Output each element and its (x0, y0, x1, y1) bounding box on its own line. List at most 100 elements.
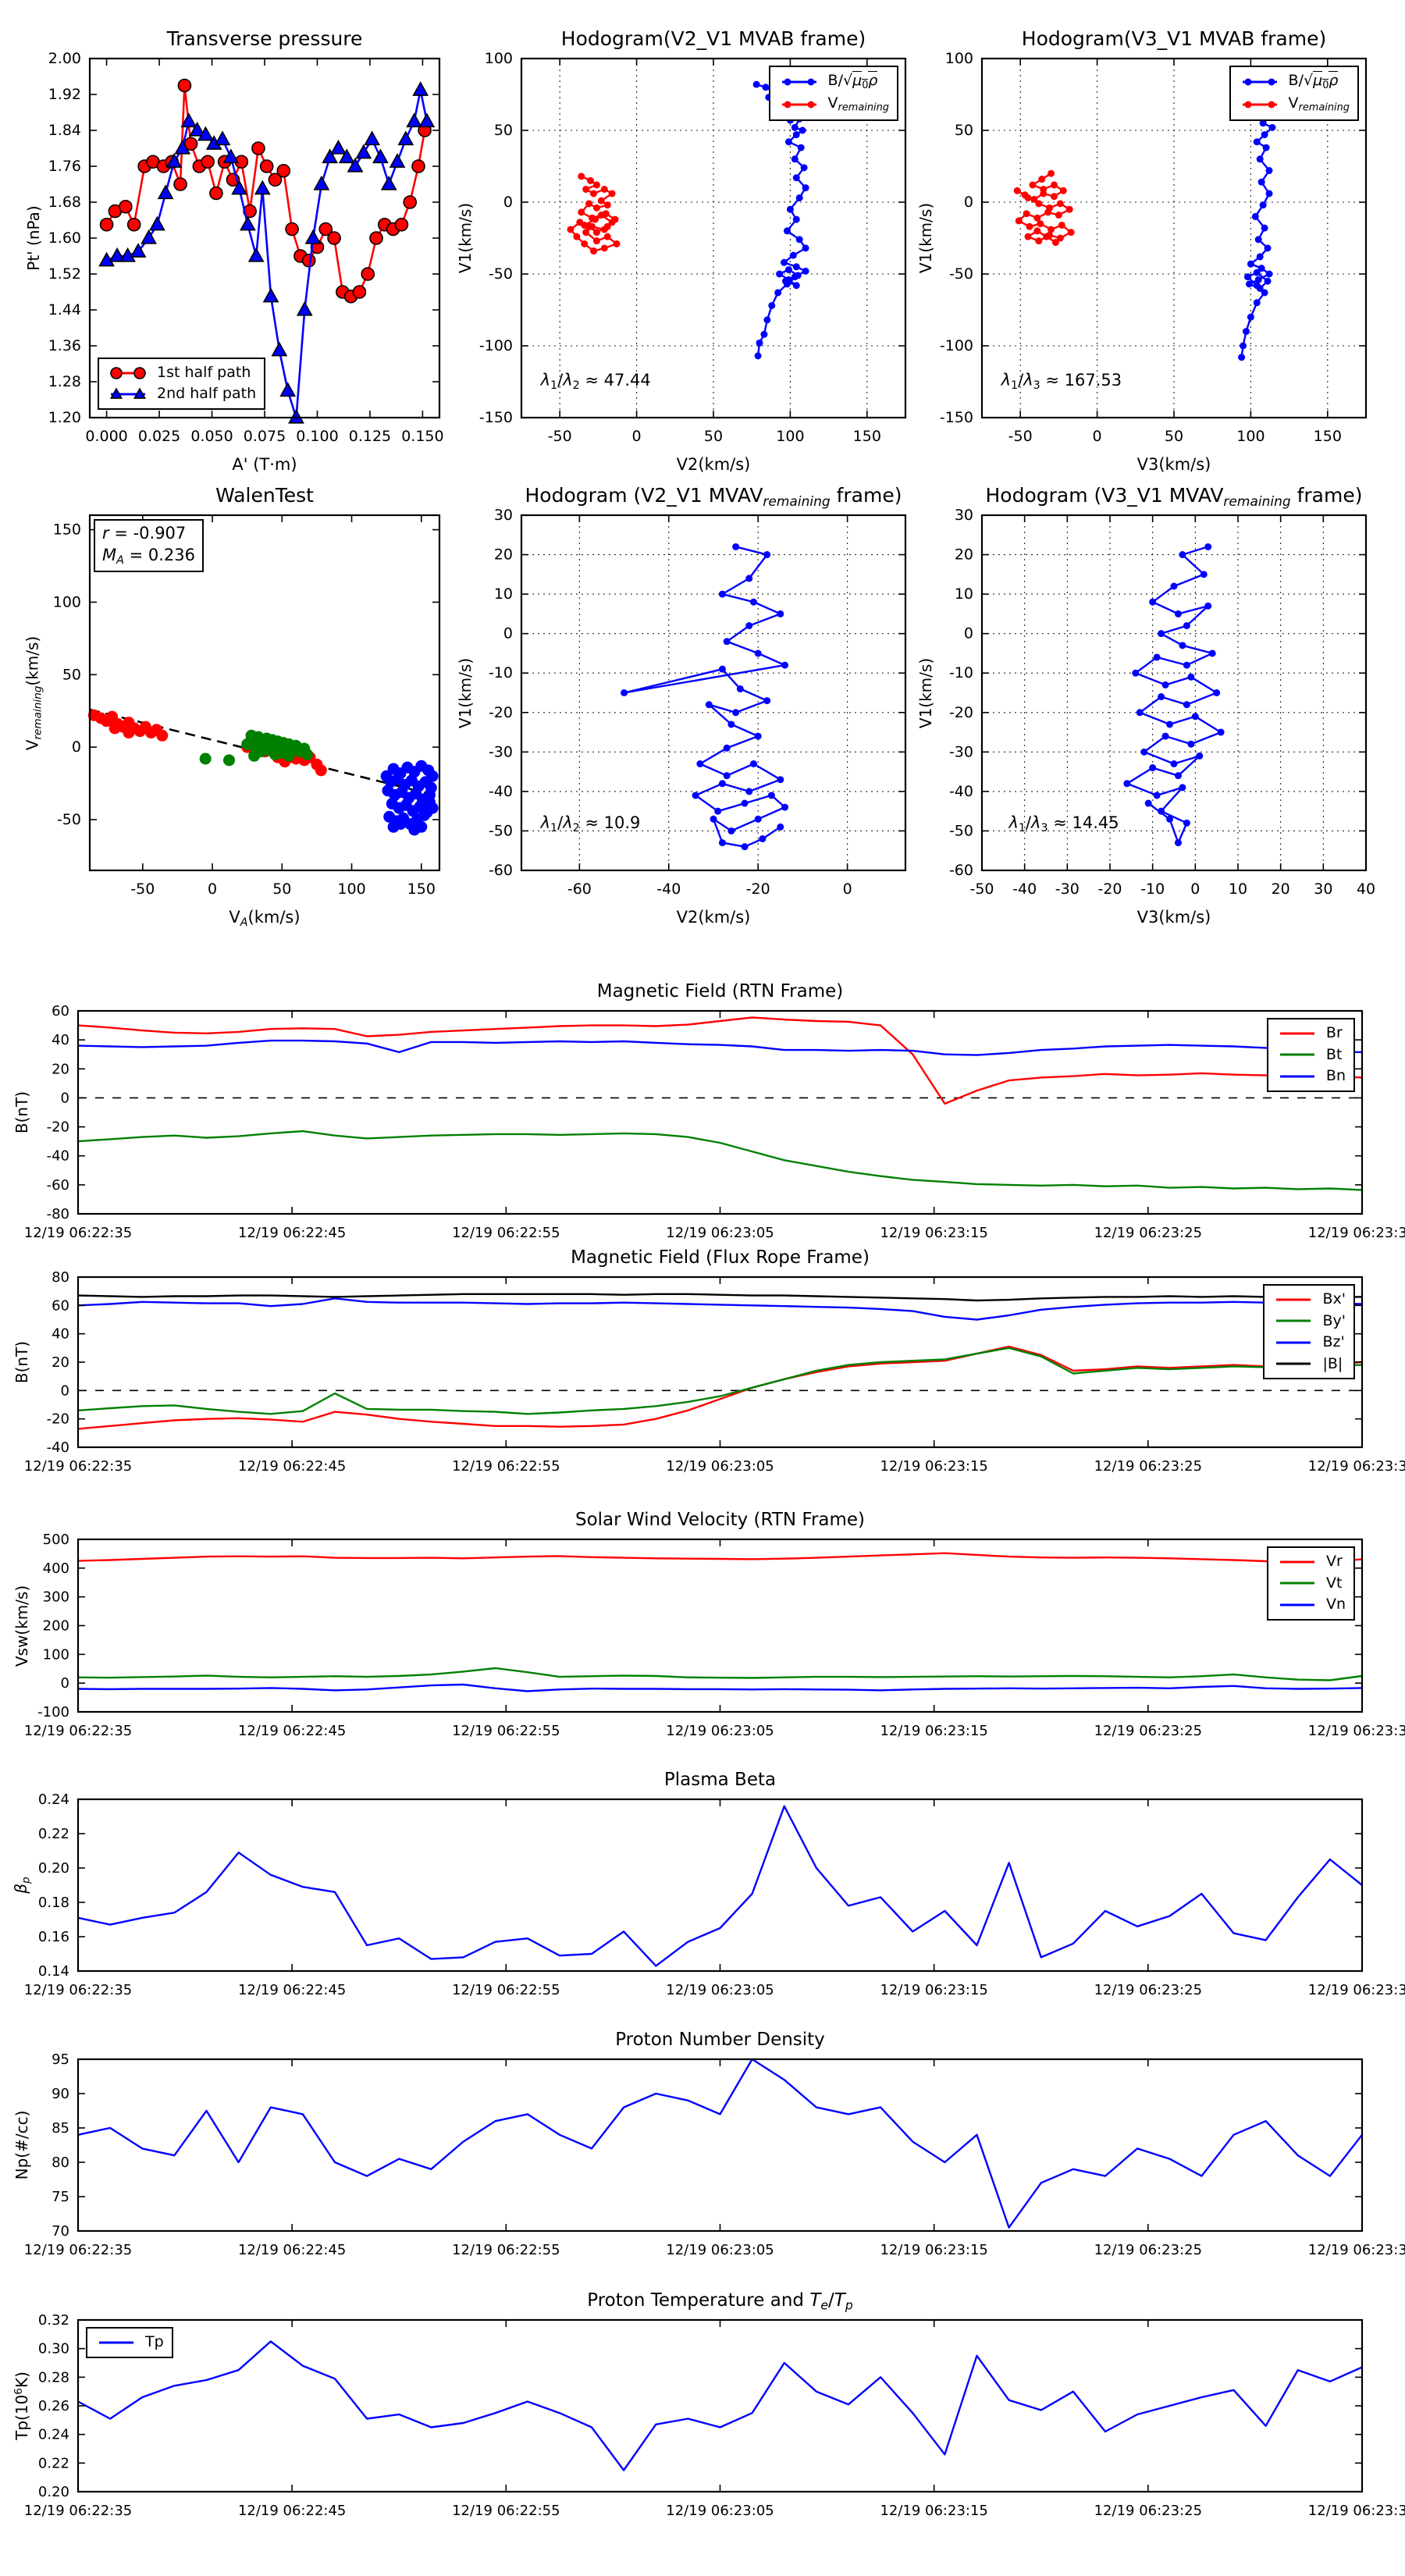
y-tick-label: 50 (494, 122, 513, 139)
y-tick-label: 0 (61, 1675, 69, 1692)
legend-sample-line (1276, 1298, 1311, 1301)
y-axis-label-transverse-pressure: Pt' (nPa) (24, 205, 43, 271)
y-tick-label: 75 (52, 2189, 69, 2205)
x-tick-label: 12/19 06:23:25 (1094, 1723, 1202, 1739)
y-tick-label: 0 (503, 625, 513, 642)
legend-item: Br (1276, 1023, 1346, 1044)
y-tick-label: 1.76 (48, 158, 81, 175)
x-tick-label: 12/19 06:22:55 (452, 1723, 560, 1739)
x-tick-label: 0 (632, 428, 642, 445)
x-tick-label: 12/19 06:23:05 (666, 1723, 774, 1739)
x-tick-label: 0 (843, 881, 852, 898)
x-tick-label: 0.100 (296, 428, 338, 445)
legend-sample-line (99, 2341, 133, 2344)
y-tick-label: 1.20 (48, 409, 81, 426)
x-tick-label: 12/19 06:22:45 (238, 1723, 346, 1739)
x-tick-label: 12/19 06:22:45 (238, 1458, 346, 1475)
y-tick-label: -40 (47, 1148, 69, 1165)
panel-hodogram-v2v1-mvav-plot: -60 -40 -20 0 30 20 10 0 -10 -20 -30 -40 -50 -60 (489, 507, 907, 898)
x-tick-label: 12/19 06:22:55 (452, 1982, 560, 1998)
x-tick-label: 12/19 06:22:35 (24, 2242, 132, 2258)
legend-sample-line (781, 101, 816, 109)
legend-item: Vn (1276, 1594, 1346, 1616)
x-tick-label: -30 (1055, 881, 1080, 898)
legend-magnetic-field-flux-rope: Bx' By' Bz' |B| (1263, 1284, 1355, 1380)
legend-sample-line (1279, 1075, 1314, 1078)
panel-title-hodogram-v2v1-mvav: Hodogram (V2_V1 MVAVremaining frame) (525, 484, 902, 510)
y-tick-label: -150 (940, 409, 973, 426)
panel-title-hodogram-v2v1-mvab: Hodogram(V2_V1 MVAB frame) (560, 27, 866, 50)
x-tick-label: 12/19 06:23:35 (1308, 1982, 1405, 1998)
legend-item: B/√μ0ρ (1239, 70, 1350, 93)
y-tick-label: 80 (52, 2154, 69, 2171)
x-tick-label: 12/19 06:23:15 (880, 2503, 987, 2519)
legend-label: Tp (145, 2333, 164, 2350)
legend-item: Bz' (1272, 1332, 1346, 1354)
legend-item: 2nd half path (107, 383, 256, 405)
y-tick-label: 300 (43, 1589, 69, 1606)
y-tick-label: 85 (52, 2120, 69, 2137)
panel-title-hodogram-v3v1-mvav: Hodogram (V3_V1 MVAVremaining frame) (985, 484, 1363, 510)
y-tick-label: 2.00 (48, 50, 81, 67)
y-tick-label: 100 (53, 593, 81, 610)
x-tick-label: 0 (208, 881, 217, 898)
y-tick-label: -40 (489, 783, 513, 800)
y-tick-label: 0.30 (38, 2341, 69, 2357)
legend-transverse-pressure: 1st half path 2nd half path (98, 357, 266, 410)
x-tick-label: 12/19 06:22:45 (238, 2503, 346, 2519)
y-tick-label: 0.22 (38, 1826, 69, 1842)
y-tick-label: 0 (964, 625, 973, 642)
x-tick-label: 100 (776, 428, 804, 445)
y-tick-label: -50 (949, 822, 973, 839)
x-tick-label: 12/19 06:22:45 (238, 2242, 346, 2258)
annotation-hodogram-v3v1-mvav-0: λ1/λ3 ≈ 14.45 (1008, 813, 1119, 835)
y-tick-label: 0 (61, 1382, 69, 1399)
legend-item: Bn (1276, 1066, 1346, 1087)
y-tick-label: 20 (52, 1354, 69, 1371)
y-tick-label: 200 (43, 1618, 69, 1635)
y-tick-label: 0.24 (38, 1791, 69, 1808)
x-tick-label: -20 (1097, 881, 1122, 898)
x-tick-label: 12/19 06:23:25 (1094, 2503, 1202, 2519)
legend-label: Vt (1325, 1574, 1343, 1592)
legend-label: 1st half path (157, 363, 251, 381)
y-axis-label-proton-temperature: Tp(106K) (12, 2371, 31, 2440)
panel-title-walen-test: WalenTest (215, 484, 314, 507)
legend-sample-line (1276, 1341, 1311, 1344)
x-tick-label: -50 (548, 428, 572, 445)
y-axis-label-hodogram-v2v1-mvav: V1(km/s) (456, 657, 475, 728)
y-tick-label: -100 (37, 1704, 69, 1720)
y-tick-label: 60 (52, 1297, 69, 1314)
legend-label: Vn (1325, 1596, 1346, 1614)
panel-walen-test-plot: -50 0 50 100 150 150 100 50 0 -50 (53, 514, 441, 898)
y-tick-label: 50 (62, 666, 81, 683)
stats-line: MA = 0.236 (102, 546, 195, 568)
panel-title-transverse-pressure: Transverse pressure (166, 27, 363, 50)
panel-proton-number-density-plot: 12/19 06:22:35 12/19 06:22:45 12/19 06:22:… (24, 2051, 1405, 2258)
x-tick-label: 12/19 06:23:05 (666, 2503, 774, 2519)
panel-plasma-beta-plot: 12/19 06:22:35 12/19 06:22:45 12/19 06:22:… (24, 1791, 1405, 1998)
x-tick-label: -40 (1012, 881, 1037, 898)
legend-label: Vremaining (1288, 94, 1350, 114)
y-tick-label: 1.68 (48, 194, 81, 211)
x-tick-label: 12/19 06:23:15 (880, 1723, 987, 1739)
panel-title-magnetic-field-rtn: Magnetic Field (RTN Frame) (596, 981, 844, 1002)
y-tick-label: 400 (43, 1560, 69, 1577)
legend-sample-line (1276, 1319, 1311, 1322)
y-tick-label: -40 (47, 1439, 69, 1456)
y-tick-label: -60 (47, 1177, 69, 1194)
x-tick-label: 12/19 06:23:25 (1094, 1225, 1202, 1241)
y-tick-label: 100 (945, 50, 973, 67)
y-tick-label: 50 (955, 122, 973, 139)
y-tick-label: -50 (57, 811, 81, 828)
legend-label: B/√μ0ρ (827, 71, 878, 91)
x-tick-label: 0.150 (401, 428, 443, 445)
x-tick-label: 12/19 06:23:05 (666, 1982, 774, 1998)
x-tick-label: 12/19 06:22:55 (452, 2503, 560, 2519)
y-tick-label: -10 (949, 664, 973, 681)
y-tick-label: 0.22 (38, 2455, 69, 2471)
legend-label: Br (1325, 1024, 1343, 1041)
x-tick-label: 12/19 06:22:45 (238, 1225, 346, 1241)
y-tick-label: 0.24 (38, 2427, 69, 2443)
